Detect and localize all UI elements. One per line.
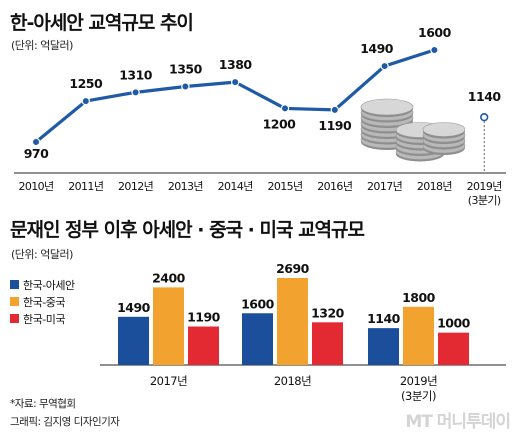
line-data-label: 1350 <box>169 62 203 77</box>
coin <box>360 98 414 116</box>
coins-illustration <box>360 98 466 162</box>
line-point <box>430 45 439 55</box>
bar-data-label: 2690 <box>276 261 310 276</box>
bar-chart-unit: (단위: 억달러) <box>11 248 73 261</box>
legend-swatch-korea-asean <box>10 280 19 289</box>
line-point <box>181 82 190 91</box>
line-point <box>280 104 290 113</box>
line-data-label: 1190 <box>318 118 352 133</box>
bar-korea-usa <box>188 326 219 365</box>
credit-note: 그래픽: 김지영 디자인기자 <box>10 416 120 428</box>
bar-korea-china <box>153 287 184 365</box>
line-chart-unit: (단위: 억달러) <box>11 39 73 52</box>
line-point <box>230 77 240 87</box>
line-data-label: 1490 <box>360 41 394 56</box>
bar-korea-usa <box>312 322 343 365</box>
source-note: *자료: 무역협회 <box>10 398 76 410</box>
bar-category-label: 2019년 <box>400 374 437 388</box>
line-data-label: 1380 <box>219 57 253 72</box>
legend-item-korea-usa: 한국-미국 <box>10 310 75 327</box>
bar-data-label: 1320 <box>311 305 345 320</box>
line-data-label: 1250 <box>69 76 103 91</box>
bar-data-label: 1000 <box>437 316 471 331</box>
line-x-tick-label: 2017년 <box>367 180 402 193</box>
line-point-hollow <box>480 112 489 122</box>
line-data-label: 1200 <box>263 116 297 131</box>
line-x-tick-label: 2015년 <box>267 180 302 193</box>
line-x-tick-label: 2014년 <box>218 180 253 193</box>
line-x-tick-label: 2019년 <box>467 180 502 193</box>
line-data-label: 1600 <box>418 25 452 40</box>
line-x-tick-label: 2011년 <box>68 180 103 193</box>
bar-data-label: 1600 <box>241 296 275 311</box>
bar-data-label: 1140 <box>367 311 401 326</box>
line-x-tick-label: 2016년 <box>317 180 352 193</box>
line-data-label: 1310 <box>119 67 153 82</box>
line-x-tick-label: 2018년 <box>417 180 452 193</box>
line-x-tick-label: 2013년 <box>168 180 203 193</box>
line-x-tick-label: 2010년 <box>18 180 53 193</box>
bar-category-sublabel: (3분기) <box>401 389 436 403</box>
legend-item-korea-china: 한국-중국 <box>10 293 75 310</box>
coin <box>422 122 466 137</box>
line-data-label: 970 <box>24 146 49 161</box>
legend-item-korea-asean: 한국-아세안 <box>10 276 75 293</box>
line-x-tick-sublabel: (3분기) <box>468 194 501 207</box>
legend-label-korea-usa: 한국-미국 <box>23 312 65 326</box>
line-point <box>31 137 41 147</box>
bar-korea-asean <box>368 328 399 365</box>
line-chart-title: 한-아세안 교역규모 추이 <box>10 12 194 34</box>
bar-data-label: 1190 <box>187 310 221 325</box>
bar-data-label: 2400 <box>152 270 186 285</box>
line-x-tick-label: 2012년 <box>118 180 153 193</box>
line-data-label: 1140 <box>468 89 502 104</box>
bar-data-label: 1490 <box>117 300 151 315</box>
line-point <box>330 105 339 115</box>
bar-korea-usa <box>438 332 469 365</box>
legend-label-korea-china: 한국-중국 <box>23 295 65 309</box>
legend-label-korea-asean: 한국-아세안 <box>23 278 75 292</box>
line-point <box>380 61 389 71</box>
legend-swatch-korea-usa <box>10 314 19 323</box>
line-chart: 970 1250 1310 1350 1380 1200 1190 1490 1600 1140 2… <box>14 25 506 207</box>
bar-chart-legend: 한국-아세안 한국-중국 한국-미국 <box>10 276 75 327</box>
bar-korea-china <box>277 278 308 365</box>
watermark-logo: MT 머니투데이 <box>405 412 511 432</box>
bar-category-label: 2018년 <box>274 374 311 388</box>
bar-korea-asean <box>118 316 149 365</box>
line-point <box>131 88 140 97</box>
bar-korea-asean <box>242 313 273 365</box>
bar-category-label: 2017년 <box>150 374 187 388</box>
bar-korea-china <box>403 306 434 365</box>
legend-swatch-korea-china <box>10 297 19 306</box>
line-point <box>81 96 91 106</box>
bar-data-label: 1800 <box>402 290 436 305</box>
bar-chart-title: 문재인 정부 이후 아세안 · 중국 · 미국 교역규모 <box>10 219 365 241</box>
